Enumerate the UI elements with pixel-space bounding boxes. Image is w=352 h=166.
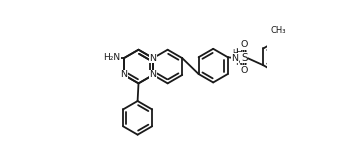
Text: H₂N: H₂N <box>103 53 120 62</box>
Text: N: N <box>232 54 239 63</box>
Text: O: O <box>240 66 248 75</box>
Text: N: N <box>150 54 157 63</box>
Text: O: O <box>240 40 248 49</box>
Text: S: S <box>241 53 247 63</box>
Text: H
N: H N <box>235 48 242 67</box>
Text: H: H <box>232 49 238 58</box>
Text: N: N <box>120 70 127 80</box>
Text: N: N <box>150 70 157 80</box>
Text: CH₃: CH₃ <box>270 26 286 35</box>
